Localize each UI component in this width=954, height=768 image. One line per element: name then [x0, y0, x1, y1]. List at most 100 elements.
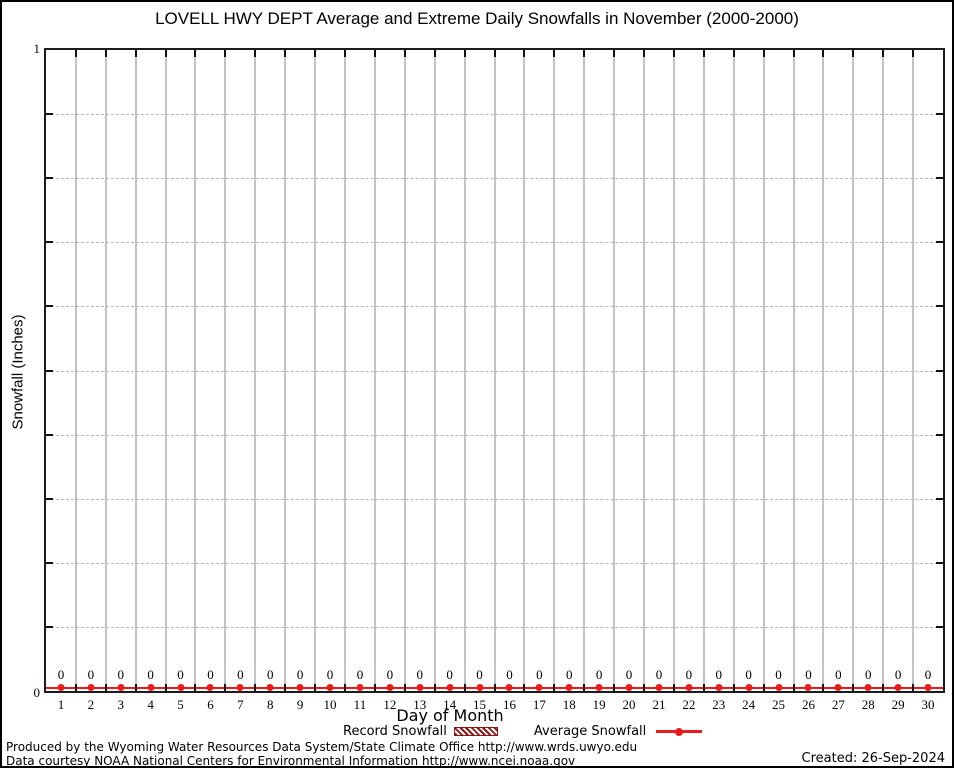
data-point-value-label: 0: [506, 667, 513, 682]
axis-tick-top: [762, 50, 765, 57]
data-point-value-label: 0: [476, 667, 483, 682]
data-point-value-label: 0: [237, 667, 244, 682]
axis-tick-bottom: [104, 684, 107, 691]
data-point-value-label: 0: [117, 667, 124, 682]
data-point-value-label: 0: [745, 667, 752, 682]
x-axis-day-label: 28: [861, 697, 875, 712]
y-axis-tick-label-min: 0: [33, 685, 41, 700]
average-snowfall-point: [834, 684, 842, 691]
axis-tick-top: [672, 50, 675, 57]
average-snowfall-point: [894, 684, 902, 691]
axis-tick-top: [912, 50, 915, 57]
x-axis-day-label: 14: [443, 697, 457, 712]
average-snowfall-point: [266, 684, 274, 691]
axis-tick-bottom: [463, 684, 466, 691]
axis-tick-bottom: [702, 684, 705, 691]
average-snowfall-point: [655, 684, 663, 691]
axis-tick-right: [936, 177, 943, 180]
gridline-horizontal: [46, 306, 943, 308]
axis-tick-bottom: [672, 684, 675, 691]
axis-tick-top: [104, 50, 107, 57]
axis-tick-left: [46, 625, 53, 628]
axis-tick-right: [936, 241, 943, 244]
x-axis-day-label: 21: [652, 697, 666, 712]
axis-tick-top: [642, 50, 645, 57]
data-point-value-label: 0: [685, 667, 693, 682]
data-point-value-label: 0: [625, 667, 633, 682]
axis-tick-bottom: [912, 684, 915, 691]
axis-tick-left: [46, 369, 53, 372]
axis-tick-top: [433, 50, 436, 57]
x-axis-day-label: 22: [682, 697, 696, 712]
footer-created-date: Created: 26-Sep-2024: [801, 751, 945, 766]
average-snowfall-point: [685, 684, 693, 691]
data-point-value-label: 0: [715, 667, 723, 682]
x-axis-day-label: 11: [353, 697, 367, 712]
average-snowfall-point: [57, 684, 65, 691]
legend-average-label: Average Snowfall: [533, 724, 647, 739]
data-point-value-label: 0: [356, 667, 364, 682]
data-point-value-label: 0: [894, 667, 902, 682]
axis-tick-top: [493, 50, 496, 57]
axis-tick-top: [882, 50, 885, 57]
axis-tick-bottom: [882, 684, 885, 691]
axis-tick-bottom: [403, 684, 406, 691]
x-axis-day-label: 17: [532, 697, 546, 712]
axis-tick-right: [936, 433, 943, 436]
x-axis-day-label: 30: [921, 697, 935, 712]
axis-tick-left: [46, 305, 53, 308]
axis-tick-right: [936, 113, 943, 116]
legend: Record Snowfall Average Snowfall: [343, 723, 703, 740]
data-point-value-label: 0: [267, 667, 274, 682]
axis-tick-bottom: [224, 684, 227, 691]
axis-tick-top: [373, 50, 376, 57]
data-point-value-label: 0: [446, 667, 453, 682]
axis-tick-top: [134, 50, 137, 57]
axis-tick-bottom: [433, 684, 436, 691]
x-axis-day-label: 13: [413, 697, 427, 712]
average-snowfall-point: [535, 684, 543, 691]
data-point-value-label: 0: [865, 667, 872, 682]
axis-tick-top: [822, 50, 825, 57]
axis-tick-top: [852, 50, 855, 57]
average-snowfall-legend-line-icon: [656, 727, 703, 736]
data-point-value-label: 0: [57, 667, 65, 682]
plot-area: 0 0 0 0 0 0 0 0 0 0 0 0 0 0 0 0 0 0 0 0 0 0 0 0 0 0 0 0 0 0: [44, 48, 945, 693]
x-axis-label: Day of Month: [396, 706, 504, 725]
average-snowfall-point: [326, 684, 334, 691]
axis-tick-top: [523, 50, 526, 57]
axis-tick-bottom: [254, 684, 257, 691]
footer-data-courtesy: Data courtesy NOAA National Centers for …: [6, 754, 576, 768]
x-axis-day-label: 19: [592, 697, 606, 712]
footer-produced-by: Produced by the Wyoming Water Resources …: [6, 740, 638, 754]
axis-tick-right: [936, 497, 943, 500]
axis-tick-bottom: [493, 684, 496, 691]
average-snowfall-point: [775, 684, 783, 691]
data-point-value-label: 0: [536, 667, 543, 682]
data-point-value-label: 0: [835, 667, 842, 682]
data-point-value-label: 0: [566, 667, 573, 682]
axis-tick-left: [46, 561, 53, 564]
average-snowfall-point: [356, 684, 364, 691]
x-axis-day-label: 7: [237, 697, 244, 712]
axis-tick-top: [792, 50, 795, 57]
axis-tick-bottom: [74, 684, 77, 691]
x-axis-day-label: 6: [207, 697, 214, 712]
x-axis-day-label: 27: [831, 697, 845, 712]
x-axis-day-label: 3: [117, 697, 124, 712]
axis-tick-right: [936, 561, 943, 564]
axis-tick-bottom: [373, 684, 376, 691]
axis-tick-top: [553, 50, 556, 57]
axis-tick-bottom: [164, 684, 167, 691]
x-axis-day-label: 12: [383, 697, 397, 712]
axis-tick-bottom: [852, 684, 855, 691]
average-snowfall-point: [625, 684, 633, 691]
axis-tick-top: [254, 50, 257, 57]
axis-tick-top: [314, 50, 317, 57]
axis-tick-bottom: [792, 684, 795, 691]
axis-tick-bottom: [583, 684, 586, 691]
axis-tick-left: [46, 497, 53, 500]
average-snowfall-point: [745, 684, 753, 691]
average-snowfall-point: [715, 684, 723, 691]
axis-tick-bottom: [314, 684, 317, 691]
